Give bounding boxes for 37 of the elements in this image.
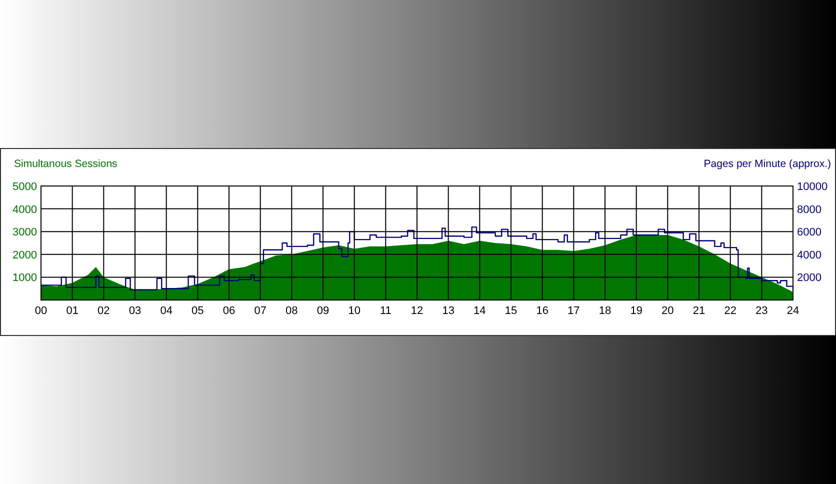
x-tick-label: 10	[348, 305, 360, 317]
x-tick-label: 07	[254, 305, 266, 317]
x-tick-label: 12	[410, 305, 424, 317]
y-tick-label: 3000	[12, 226, 37, 239]
y2-tick-label: 8000	[797, 204, 822, 216]
x-tick-label: 13	[442, 305, 454, 317]
y-axis-title: Simultanous Sessions	[14, 158, 118, 170]
x-tick-label: 03	[128, 305, 142, 317]
x-tick-label: 00	[34, 305, 48, 317]
x-tick-label: 04	[160, 305, 172, 317]
y-tick-label: 2000	[12, 249, 37, 262]
y2-axis-title: Pages per Minute (approx.)	[704, 158, 831, 170]
x-tick-label: 08	[286, 305, 298, 317]
y2-tick-label: 2000	[797, 272, 822, 284]
x-tick-label: 11	[380, 305, 392, 317]
y-tick-label: 5000	[12, 181, 37, 193]
x-tick-label: 23	[756, 305, 768, 317]
x-tick-label: 22	[724, 305, 736, 317]
x-tick-label: 17	[568, 305, 580, 317]
x-tick-label: 14	[474, 305, 486, 317]
x-tick-label: 16	[536, 305, 548, 317]
x-tick-label: 19	[630, 305, 642, 317]
x-tick-label: 24	[786, 305, 800, 317]
x-tick-label: 01	[66, 305, 78, 317]
y2-tick-label: 6000	[797, 226, 822, 239]
x-tick-label: 09	[316, 305, 330, 317]
y2-tick-label: 4000	[797, 249, 822, 262]
x-tick-label: 15	[504, 305, 518, 317]
y-tick-label: 1000	[12, 272, 37, 284]
x-tick-label: 18	[598, 305, 612, 317]
x-tick-label: 21	[692, 305, 706, 317]
x-tick-label: 20	[662, 305, 674, 317]
x-tick-label: 02	[98, 305, 110, 317]
y-tick-label: 4000	[12, 204, 37, 216]
y2-tick-label: 10000	[797, 181, 828, 193]
x-tick-label: 05	[192, 305, 204, 317]
x-tick-label: 06	[222, 305, 236, 317]
